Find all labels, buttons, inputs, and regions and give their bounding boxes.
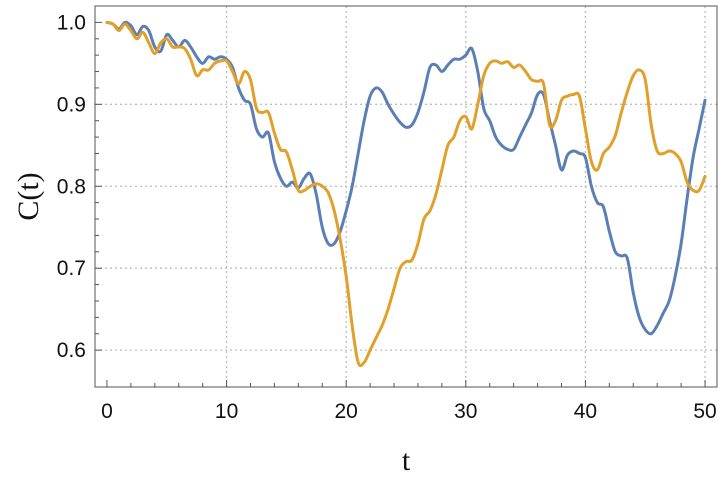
x-tick-label: 10 xyxy=(215,400,238,423)
x-tick-label: 0 xyxy=(101,400,113,423)
grid-lines xyxy=(95,6,717,387)
series-lines xyxy=(105,20,707,368)
y-tick-label: 0.7 xyxy=(57,257,86,280)
x-tick-label: 40 xyxy=(574,400,597,423)
x-tick-label: 50 xyxy=(693,400,716,423)
x-tick-label: 20 xyxy=(335,400,358,423)
y-tick-label: 0.6 xyxy=(57,339,86,362)
plot-frame xyxy=(94,5,718,388)
series-line-2 xyxy=(105,20,707,368)
x-axis-label: t xyxy=(402,444,411,477)
y-tick-label: 1.0 xyxy=(57,11,86,34)
y-tick-label: 0.8 xyxy=(57,175,86,198)
axis-ticks: 0 10 20 30 40 50 0.6 0.7 0.8 0.9 1.0 xyxy=(57,11,717,423)
x-tick-label: 30 xyxy=(454,400,477,423)
y-axis-label: C(t) xyxy=(12,172,45,220)
series-line-1 xyxy=(105,20,707,336)
y-tick-label: 0.9 xyxy=(57,93,86,116)
